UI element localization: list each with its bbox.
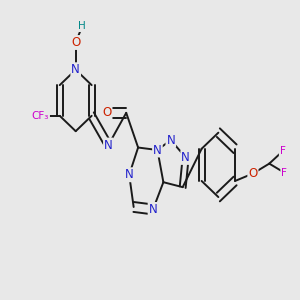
Text: N: N: [153, 143, 162, 157]
Text: CF₃: CF₃: [32, 111, 49, 121]
Text: O: O: [102, 106, 112, 119]
Text: N: N: [148, 203, 157, 216]
Text: N: N: [104, 139, 113, 152]
Text: F: F: [280, 146, 286, 156]
Text: N: N: [71, 63, 80, 76]
Text: O: O: [248, 167, 258, 180]
Text: O: O: [71, 36, 80, 49]
Text: N: N: [181, 151, 190, 164]
Text: F: F: [281, 167, 287, 178]
Text: N: N: [125, 168, 134, 181]
Text: H: H: [78, 21, 86, 31]
Text: N: N: [167, 134, 175, 147]
